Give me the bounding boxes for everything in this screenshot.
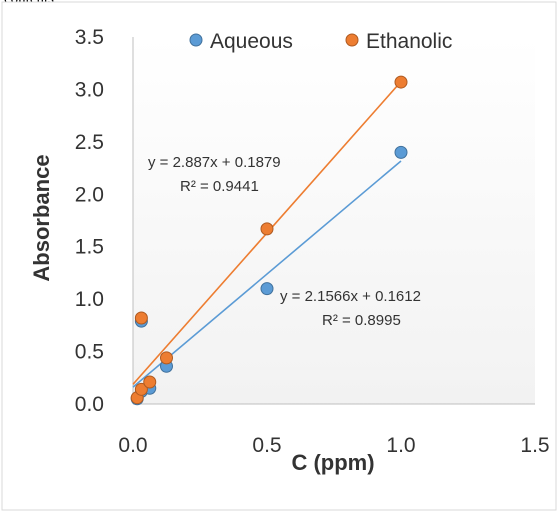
y-tick-label: 2.0 [75,183,104,206]
data-point-aqueous [394,145,408,159]
y-axis-title: Absorbance [29,154,54,281]
trendline-r2-ethanolic: R² = 0.9441 [180,178,259,195]
y-tick-label: 0.5 [75,341,104,364]
y-tick-label: 3.0 [75,78,104,101]
x-tick-label: 1.0 [386,434,415,457]
x-tick-label: 0.0 [118,434,147,457]
trendline-equation-aqueous: y = 2.1566x + 0.1612 [280,288,421,305]
data-point-ethanolic [260,222,274,236]
trendline-equation-ethanolic: y = 2.887x + 0.1879 [148,154,281,171]
legend-label-ethanolic: Ethanolic [366,30,452,53]
plot-area [132,37,535,405]
x-tick-label: 0.5 [252,434,281,457]
y-tick-label: 2.5 [75,131,104,154]
x-axis-title: C (ppm) [291,450,374,475]
tick-labels: 0.0 0.5 1.0 1.5 2.0 2.5 3.0 3.5 0.0 0.5 1.0 1.5 [75,26,550,457]
trendline-r2-aqueous: R² = 0.8995 [322,312,401,329]
data-point-ethanolic [394,75,408,89]
y-tick-label: 1.0 [75,288,104,311]
data-point-ethanolic [134,311,148,325]
legend-marker-aqueous [189,33,203,47]
legend-marker-ethanolic [345,33,359,47]
y-tick-label: 3.5 [75,26,104,49]
x-tick-label: 1.5 [520,434,549,457]
data-point-ethanolic [160,351,173,365]
legend-label-aqueous: Aqueous [210,30,293,53]
legend: Aqueous Ethanolic [189,30,452,53]
data-point-ethanolic [134,382,148,396]
y-tick-label: 0.0 [75,393,104,416]
plot-background [133,37,535,404]
data-point-aqueous [260,282,274,296]
trendline-aqueous [132,160,402,388]
data-points [130,75,408,406]
data-point-ethanolic [143,375,157,389]
y-tick-label: 1.5 [75,236,104,259]
